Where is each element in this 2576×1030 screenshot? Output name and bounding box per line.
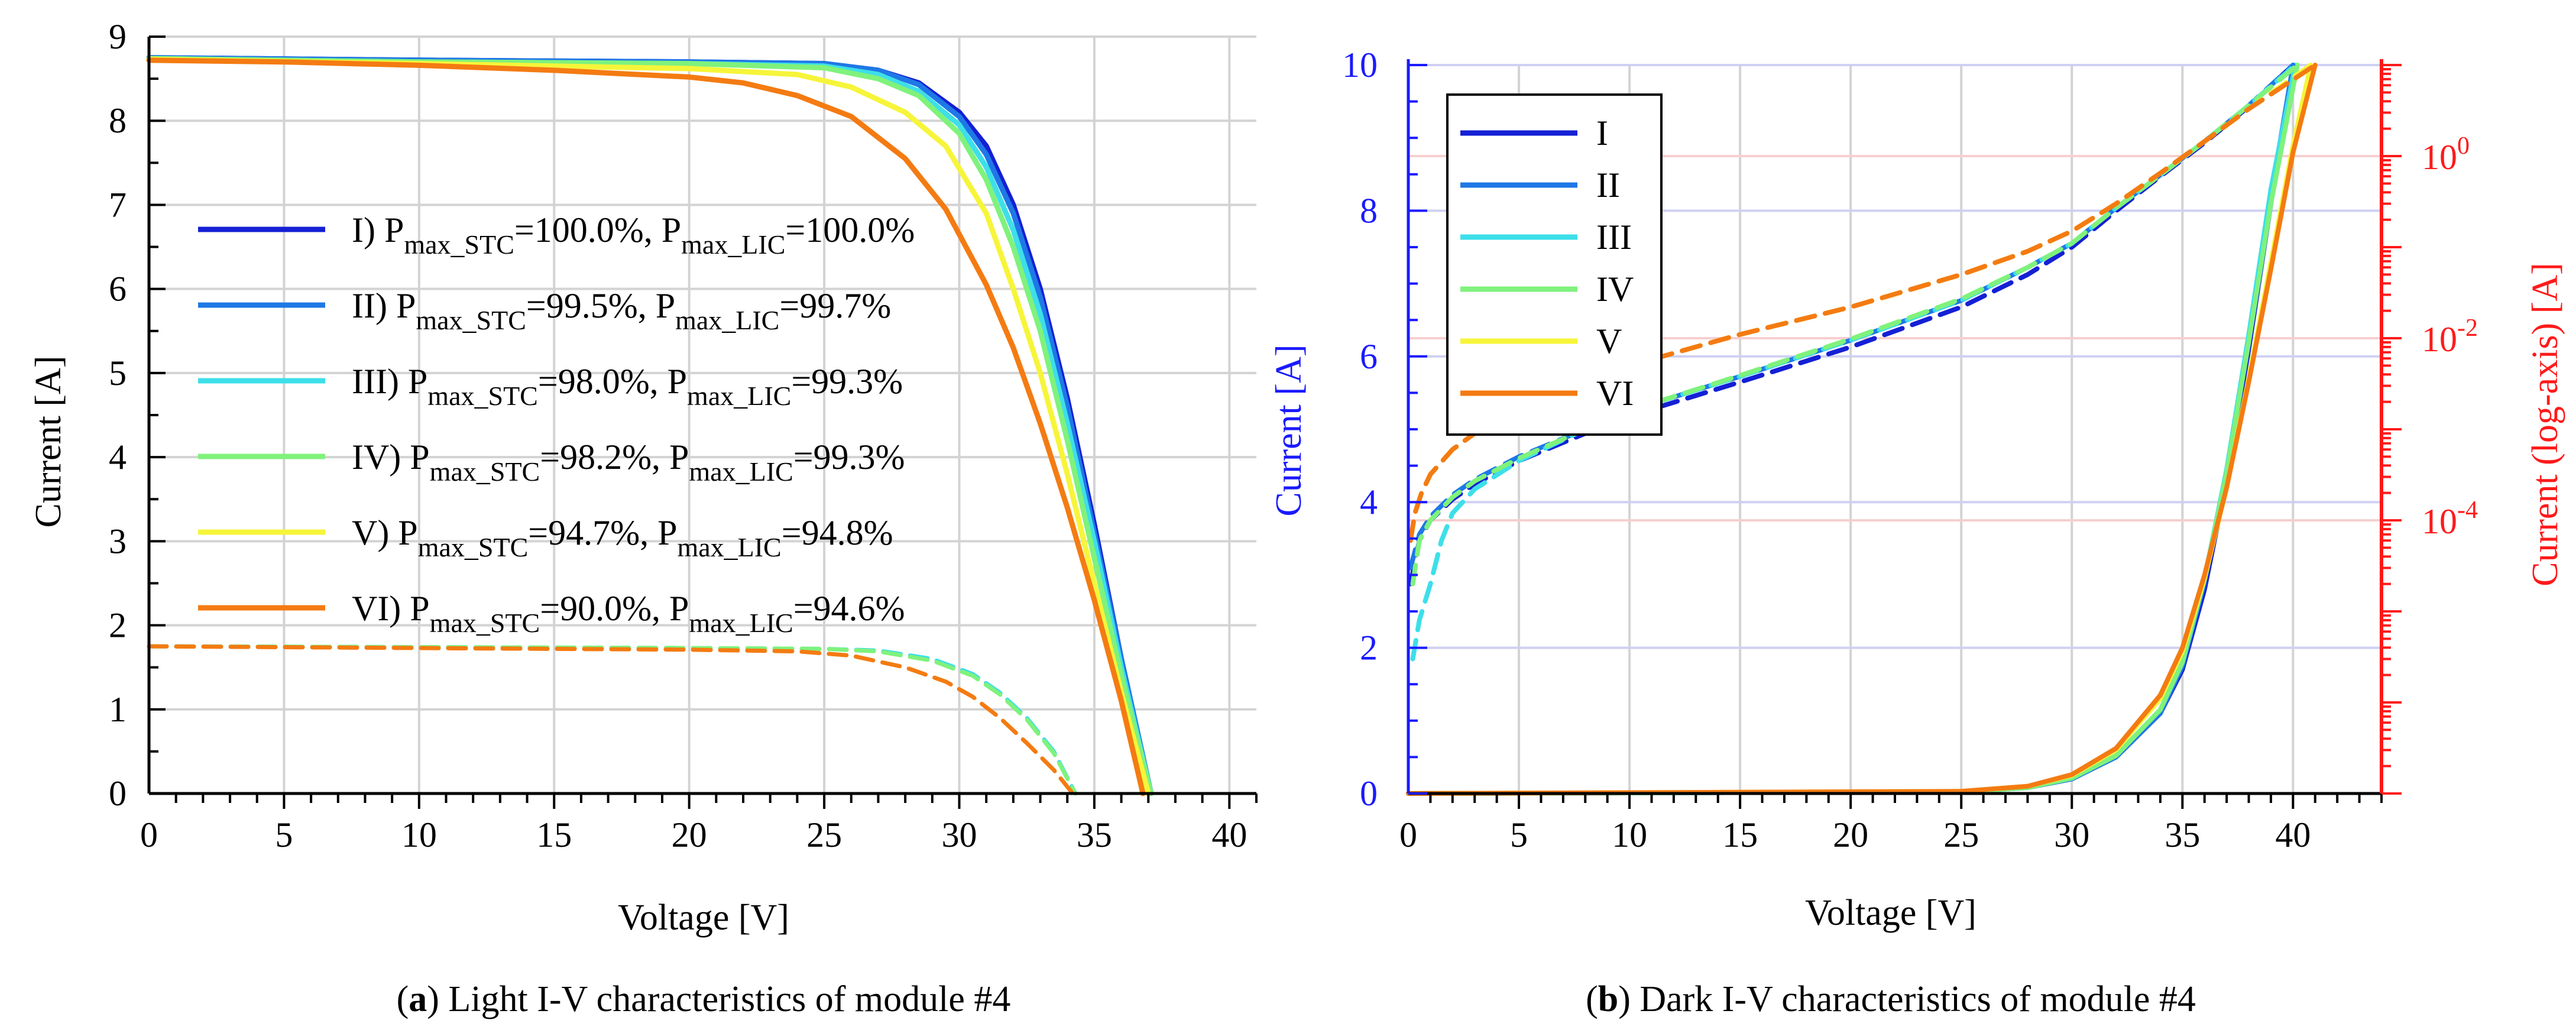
x-tick-label: 40 xyxy=(1211,815,1247,854)
panel-a-legend: I) Pmax_STC=100.0%, Pmax_LIC=100.0% II) P… xyxy=(198,210,915,638)
y-tick-label: 8 xyxy=(109,101,127,140)
panel-a-y-axis-label: Current [A] xyxy=(28,356,69,528)
y-tick-label: 7 xyxy=(109,185,127,224)
series-line-vi-dashed xyxy=(147,644,1075,796)
legend-label-vi: VI xyxy=(1596,374,1634,413)
x-tick-label: 15 xyxy=(536,815,572,854)
legend-label-ii: II) Pmax_STC=99.5%, Pmax_LIC=99.7% xyxy=(352,286,891,335)
x-tick-label: 0 xyxy=(1399,815,1417,854)
legend-label-ii: II xyxy=(1596,166,1620,205)
panel-b-right-axis-label: Current (log-axis) [A] xyxy=(2525,263,2565,587)
x-tick-label: 5 xyxy=(275,815,293,854)
y-tick-label: 1 xyxy=(109,690,127,729)
y-tick-label: 4 xyxy=(109,438,127,477)
panel-b-caption: (b) Dark I-V characteristics of module #… xyxy=(1586,979,2196,1019)
legend-label-iv: IV) Pmax_STC=98.2%, Pmax_LIC=99.3% xyxy=(352,438,905,487)
legend-label-v: V) Pmax_STC=94.7%, Pmax_LIC=94.8% xyxy=(352,513,893,562)
x-tick-label: 35 xyxy=(1077,815,1112,854)
y-tick-label: 6 xyxy=(109,270,127,309)
y-tick-label: 5 xyxy=(109,354,127,393)
panel-a-caption: (a) Light I-V characteristics of module … xyxy=(397,979,1011,1019)
panel-a-axes xyxy=(147,35,1258,809)
left-y-tick-label: 10 xyxy=(1342,46,1378,85)
panel-b-dark-iv: 0 5 10 15 20 25 30 35 40 0 2 4 6 8 10 100 10-2 10-4 Volta… xyxy=(1269,46,2565,1019)
series-line-vi xyxy=(146,57,1146,796)
legend-label-i: I) Pmax_STC=100.0%, Pmax_LIC=100.0% xyxy=(352,210,915,260)
x-tick-label: 30 xyxy=(2054,815,2089,854)
panel-a-caption-label: a xyxy=(409,979,427,1019)
legend-label-vi: VI) Pmax_STC=90.0%, Pmax_LIC=94.6% xyxy=(352,589,905,638)
left-y-tick-label: 6 xyxy=(1360,337,1378,376)
series-line-vi-log-dashed xyxy=(1408,63,2318,543)
series-line-vi-linear xyxy=(1406,63,2318,796)
x-tick-label: 0 xyxy=(140,815,158,854)
x-tick-label: 20 xyxy=(672,815,707,854)
right-y-tick-label: 10-2 xyxy=(2422,315,2478,359)
x-tick-label: 25 xyxy=(1943,815,1979,854)
x-tick-label: 40 xyxy=(2275,815,2311,854)
x-tick-label: 20 xyxy=(1833,815,1868,854)
legend-label-iv: IV xyxy=(1596,270,1634,309)
left-y-tick-label: 4 xyxy=(1360,482,1378,522)
x-tick-label: 35 xyxy=(2165,815,2200,854)
x-tick-label: 10 xyxy=(401,815,437,854)
legend-label-iii: III xyxy=(1596,218,1632,257)
legend-label-v: V xyxy=(1596,322,1622,361)
left-y-tick-label: 0 xyxy=(1360,774,1378,813)
y-tick-label: 0 xyxy=(109,774,127,813)
right-y-tick-label: 10-4 xyxy=(2422,497,2478,541)
x-tick-label: 15 xyxy=(1722,815,1758,854)
left-y-tick-label: 8 xyxy=(1360,191,1378,230)
panel-b-x-axis-label: Voltage [V] xyxy=(1805,893,1976,933)
panel-b-caption-label: b xyxy=(1598,979,1618,1019)
panel-b-tick-labels: 0 5 10 15 20 25 30 35 40 0 2 4 6 8 10 100 10-2 10-4 xyxy=(1342,46,2478,854)
y-tick-label: 2 xyxy=(109,606,127,645)
panel-a-caption-text: ) Light I-V characteristics of module #4 xyxy=(427,979,1010,1019)
legend-label-iii: III) Pmax_STC=98.0%, Pmax_LIC=99.3% xyxy=(352,362,903,411)
series-line-v xyxy=(146,56,1151,796)
right-y-tick-label: 100 xyxy=(2422,132,2470,177)
x-tick-label: 10 xyxy=(1612,815,1647,854)
series-line-iv xyxy=(146,56,1154,796)
legend-label-i: I xyxy=(1596,114,1608,153)
panel-a-grid xyxy=(149,35,1256,793)
panel-b-axes xyxy=(1407,59,2402,809)
y-tick-label: 9 xyxy=(109,17,127,56)
legend-box xyxy=(1446,93,1663,436)
x-tick-label: 5 xyxy=(1510,815,1528,854)
x-tick-label: 25 xyxy=(806,815,842,854)
panel-b-series xyxy=(1406,63,2318,796)
y-tick-label: 3 xyxy=(109,522,127,561)
panel-a-tick-labels: 0 5 10 15 20 25 30 35 40 0 1 2 3 4 5 6 7 8 9 xyxy=(109,17,1247,854)
panel-a-light-iv: 0 5 10 15 20 25 30 35 40 0 1 2 3 4 5 6 7 8 9 Voltage [V] C… xyxy=(28,17,1258,1019)
panel-a-series xyxy=(146,55,1154,796)
panel-b-y-axis-label: Current [A] xyxy=(1269,345,1309,517)
left-y-tick-label: 2 xyxy=(1360,629,1378,668)
panel-b-caption-text: ) Dark I-V characteristics of module #4 xyxy=(1618,979,2196,1019)
panel-a-x-axis-label: Voltage [V] xyxy=(618,898,789,938)
x-tick-label: 30 xyxy=(941,815,977,854)
